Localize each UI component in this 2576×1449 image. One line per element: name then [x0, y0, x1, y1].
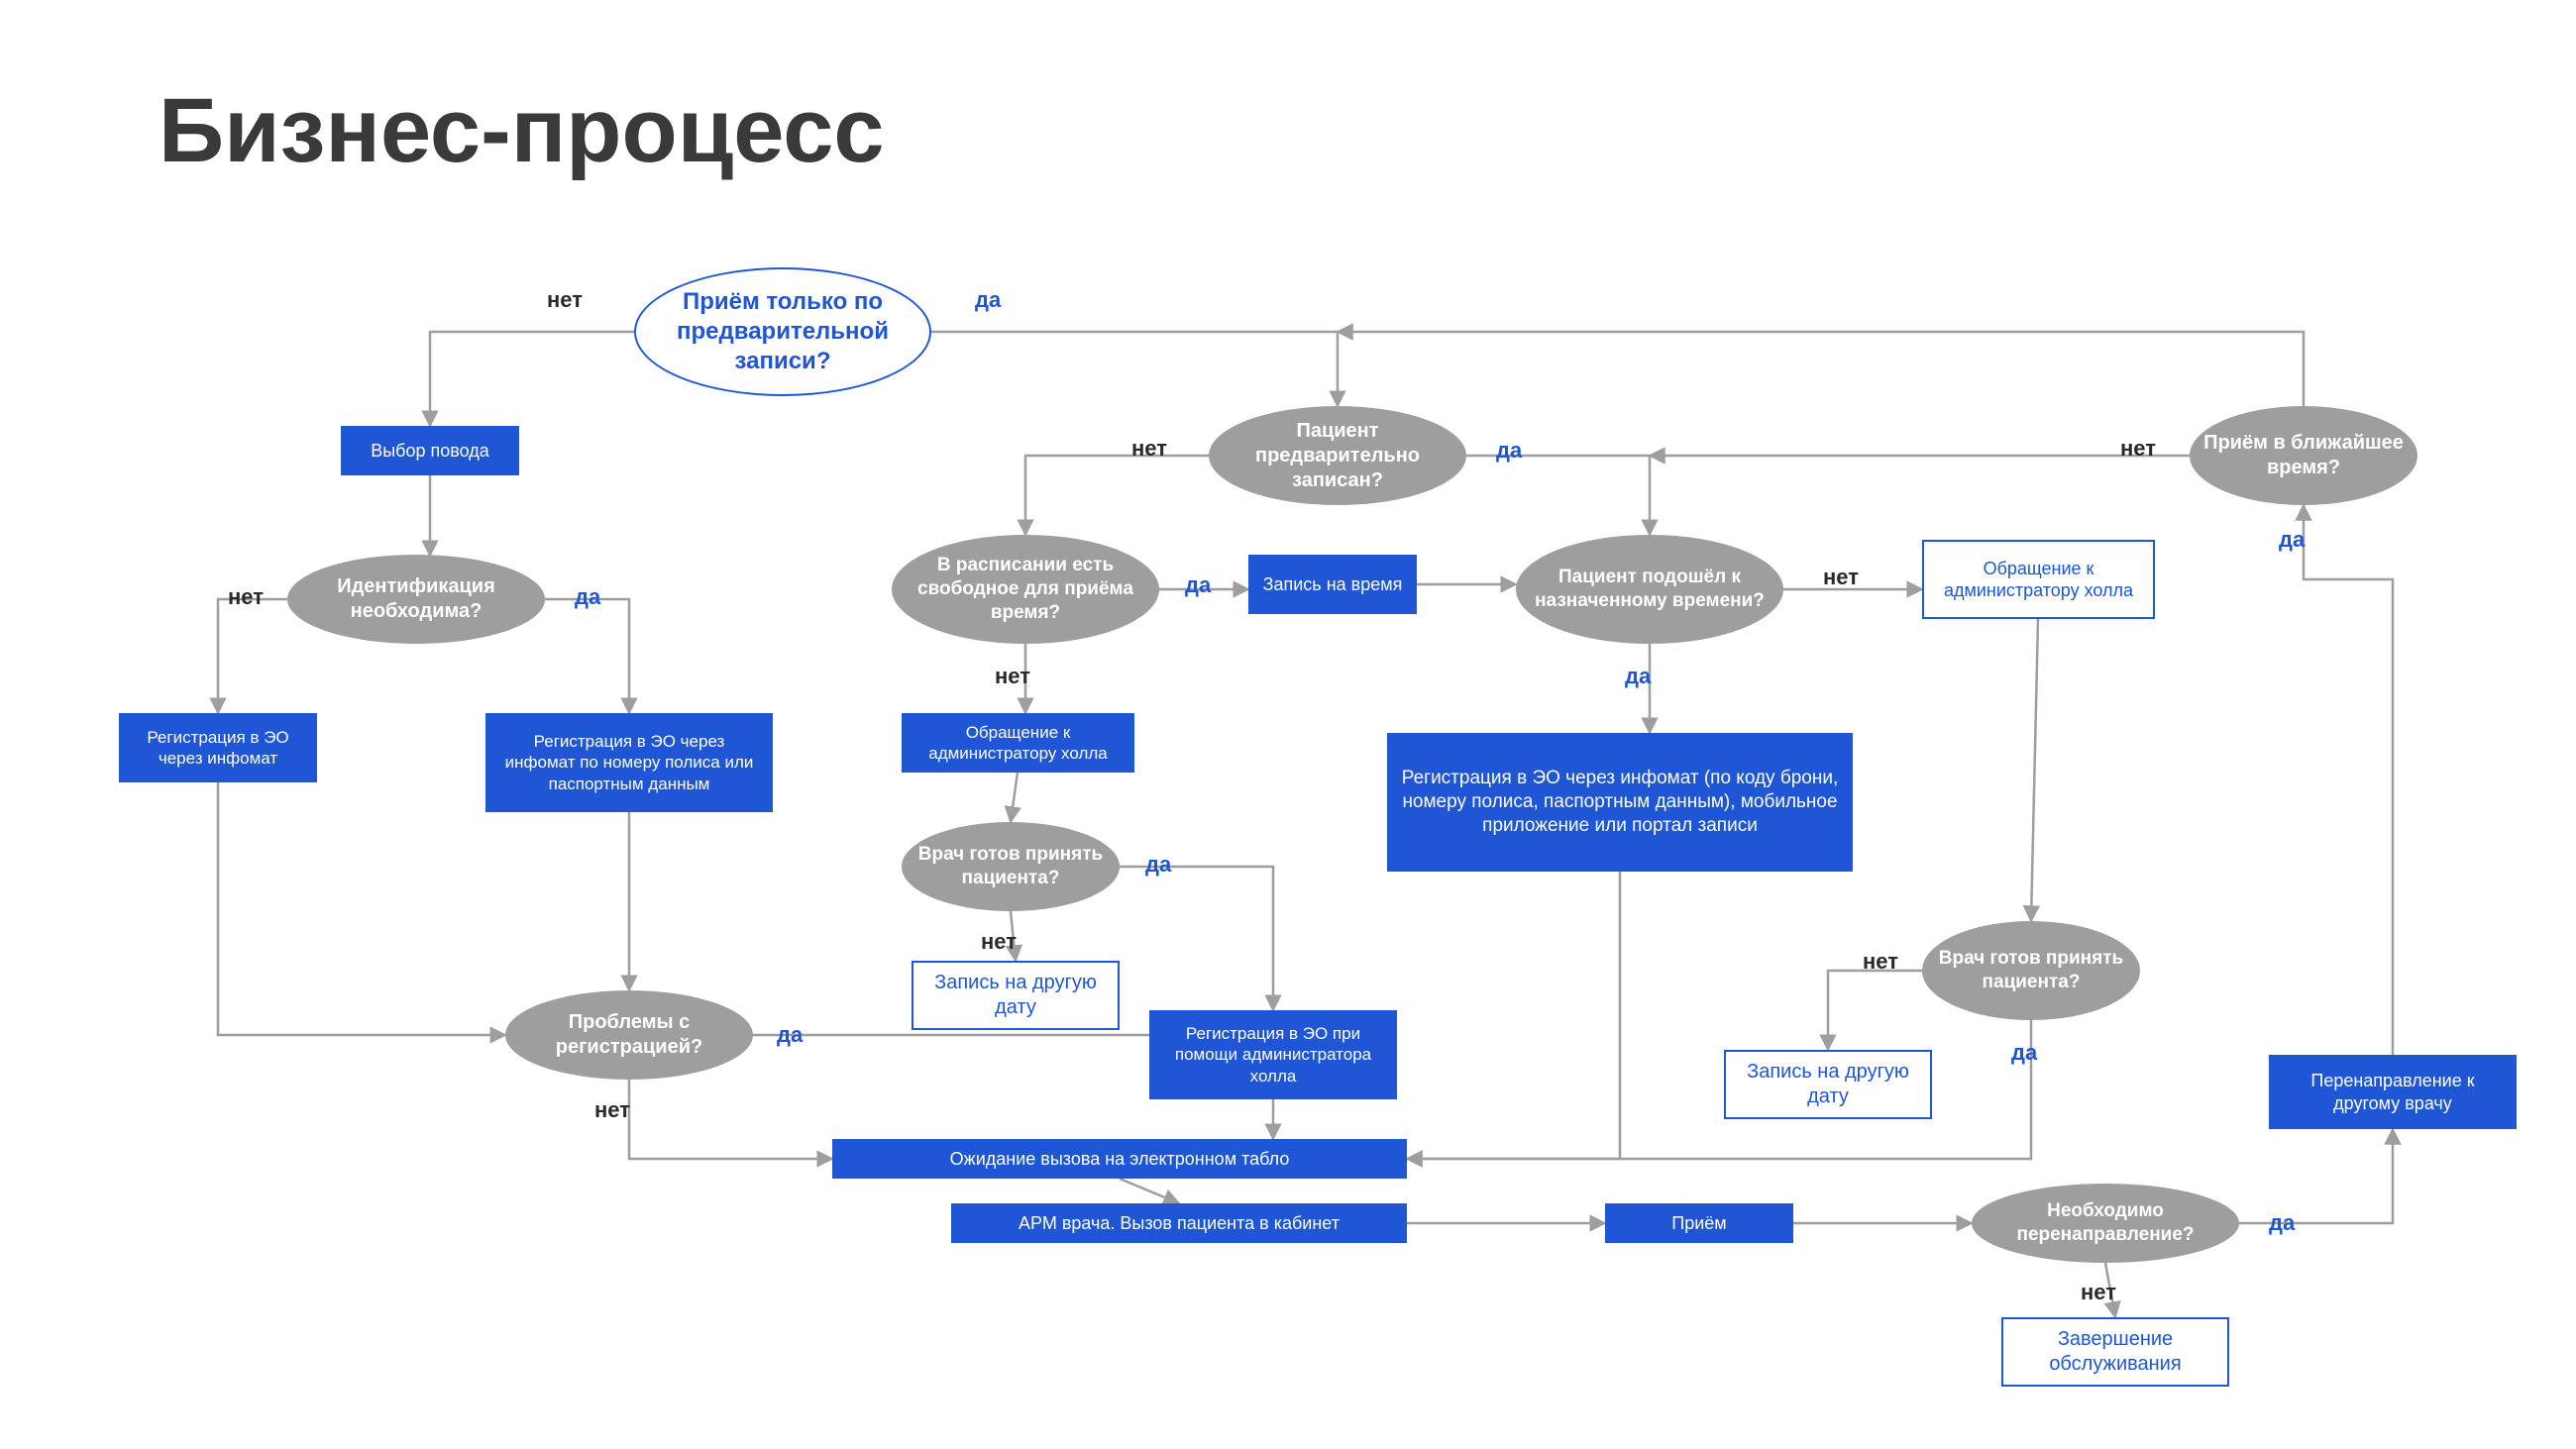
- flow-node-o_done: Завершение обслуживания: [2001, 1317, 2229, 1387]
- flow-node-a_regadmin: Регистрация в ЭО при помощи администрато…: [1149, 1010, 1397, 1099]
- flow-node-a_call: АРМ врача. Вызов пациента в кабинет: [951, 1203, 1407, 1243]
- edge-label: да: [1145, 852, 1171, 878]
- flow-node-d_sched: В расписании есть свободное для приёма в…: [892, 535, 1159, 644]
- edge-label: да: [2269, 1210, 2295, 1236]
- flow-canvas: Приём только по предварительной записи? В…: [0, 0, 2576, 1449]
- edge-label: нет: [2081, 1280, 2116, 1305]
- edge-label: да: [2011, 1040, 2037, 1066]
- edge-label: да: [777, 1022, 803, 1048]
- flow-node-d_soon: Приём в ближайшее время?: [2190, 406, 2417, 505]
- flow-node-d_docready1: Врач готов принять пациента?: [902, 822, 1120, 911]
- flow-node-d_preenr: Пациент предварительно записан?: [1209, 406, 1466, 505]
- flow-node-o_otherdate2: Запись на другую дату: [1724, 1050, 1932, 1119]
- edge-label: да: [1185, 572, 1211, 598]
- flow-node-a_reason: Выбор повода: [341, 426, 519, 475]
- edge-label: нет: [995, 664, 1030, 689]
- flow-node-d_redirect: Необходимо перенаправление?: [1972, 1184, 2239, 1263]
- flow-node-a_visit: Приём: [1605, 1203, 1793, 1243]
- flow-node-o_otherdate1: Запись на другую дату: [912, 961, 1120, 1030]
- edge-label: да: [1496, 438, 1522, 464]
- flow-node-a_reg_info: Регистрация в ЭО через инфомат: [119, 713, 317, 782]
- edge-label: да: [575, 584, 600, 610]
- flow-node-a_book: Запись на время: [1248, 555, 1417, 614]
- edge-label: нет: [547, 287, 583, 313]
- edge-label: нет: [1131, 436, 1167, 462]
- flow-node-a_regfull: Регистрация в ЭО через инфомат (по коду …: [1387, 733, 1853, 872]
- flow-node-d_regprob: Проблемы с регистрацией?: [505, 990, 753, 1080]
- flow-node-d_ontime: Пациент подошёл к назначенному времени?: [1516, 535, 1783, 644]
- edge-label: нет: [228, 584, 264, 610]
- flow-node-d_preappt: Приём только по предварительной записи?: [634, 267, 931, 396]
- edge-label: нет: [1823, 565, 1859, 590]
- flow-node-a_redirect: Перенаправление к другому врачу: [2269, 1055, 2517, 1129]
- flow-node-a_reg_polis: Регистрация в ЭО через инфомат по номеру…: [485, 713, 773, 812]
- flow-node-d_docready2: Врач готов принять пациента?: [1922, 921, 2140, 1020]
- edge-label: нет: [594, 1097, 630, 1123]
- flow-node-a_admin2: Обращение к администратору холла: [1922, 540, 2155, 619]
- edge-label: да: [1625, 664, 1651, 689]
- edge-label: да: [975, 287, 1001, 313]
- flow-node-a_wait: Ожидание вызова на электронном табло: [832, 1139, 1407, 1179]
- edge-label: нет: [1863, 949, 1898, 975]
- edge-label: да: [2279, 527, 2305, 553]
- flow-node-d_ident: Идентификация необходима?: [287, 555, 545, 644]
- edge-label: нет: [981, 929, 1017, 955]
- flow-node-a_admin1: Обращение к администратору холла: [902, 713, 1134, 773]
- edge-label: нет: [2120, 436, 2156, 462]
